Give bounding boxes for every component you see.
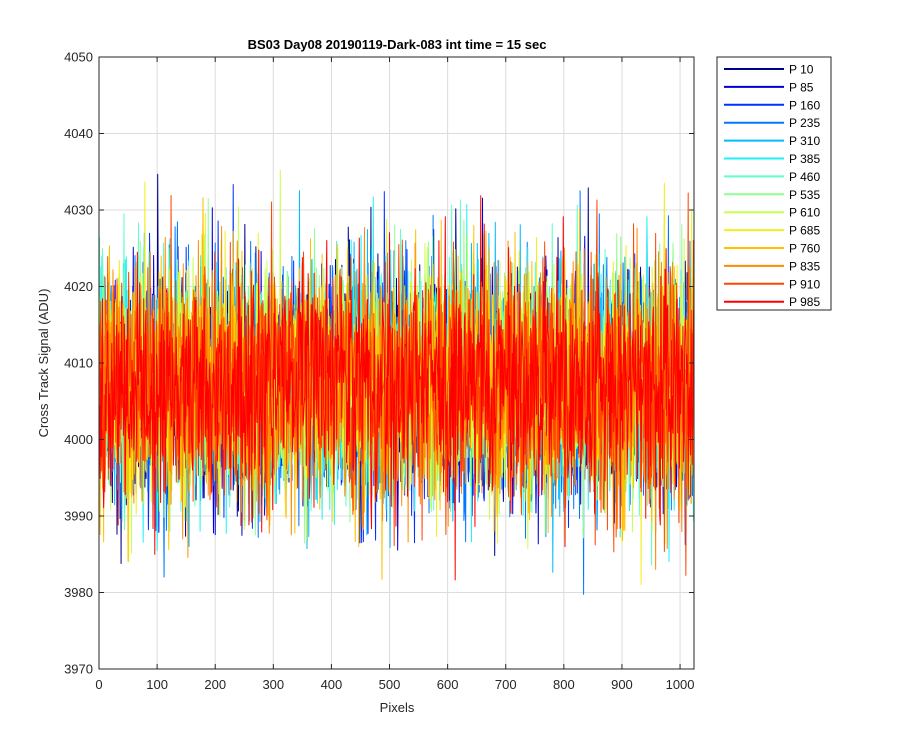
legend-entry-p-835: P 835 [724,259,820,273]
legend-entry-p-85: P 85 [724,80,814,94]
legend-entry-p-310: P 310 [724,134,820,148]
legend-label: P 535 [789,188,820,202]
legend-label: P 235 [789,116,820,130]
x-tick-label: 800 [553,677,575,692]
y-tick-label: 3990 [64,509,93,524]
x-tick-label: 300 [262,677,284,692]
legend-label: P 10 [789,63,814,77]
legend-entry-p-910: P 910 [724,277,820,291]
x-tick-label: 200 [204,677,226,692]
y-tick-label: 3980 [64,585,93,600]
x-tick-label: 500 [379,677,401,692]
y-tick-label: 4040 [64,126,93,141]
x-tick-label: 700 [495,677,517,692]
x-tick-label: 600 [437,677,459,692]
legend-entry-p-760: P 760 [724,242,820,256]
y-tick-label: 4000 [64,432,93,447]
x-tick-label: 400 [321,677,343,692]
legend-label: P 310 [789,134,820,148]
legend-label: P 460 [789,170,820,184]
series-line-p-985 [99,195,694,581]
x-tick-label: 0 [95,677,102,692]
y-tick-label: 4010 [64,356,93,371]
legend-entry-p-460: P 460 [724,170,820,184]
legend-label: P 985 [789,295,820,309]
y-axis-label: Cross Track Signal (ADU) [36,289,51,438]
legend-label: P 85 [789,80,814,94]
legend-entry-p-10: P 10 [724,63,814,77]
y-tick-label: 4020 [64,279,93,294]
legend-entry-p-235: P 235 [724,116,820,130]
legend: P 10 P 85 P 160 P 235 P 310 P 385 P 460 P 535 P … [716,56,832,311]
chart-title: BS03 Day08 20190119-Dark-083 int time = … [248,37,547,52]
legend-label: P 685 [789,224,820,238]
x-axis-label: Pixels [380,700,415,715]
legend-entry-p-685: P 685 [724,224,820,238]
legend-entry-p-535: P 535 [724,188,820,202]
legend-entry-p-985: P 985 [724,295,820,309]
y-tick-label: 3970 [64,662,93,677]
y-tick-label: 4050 [64,50,93,65]
legend-label: P 760 [789,242,820,256]
legend-entry-p-385: P 385 [724,152,820,166]
legend-entry-p-160: P 160 [724,98,820,112]
legend-label: P 610 [789,206,820,220]
series-layer [99,169,694,595]
legend-label: P 835 [789,259,820,273]
plot-area: 0 100 200 300 400 500 600 700 800 900 1000 3970 3980… [64,50,694,693]
x-tick-label: 100 [146,677,168,692]
ticks: 0 100 200 300 400 500 600 700 800 900 1000 3970 3980… [64,50,694,693]
legend-entry-p-610: P 610 [724,206,820,220]
legend-label: P 385 [789,152,820,166]
x-tick-label: 900 [611,677,633,692]
legend-label: P 910 [789,277,820,291]
x-tick-label: 1000 [666,677,695,692]
legend-label: P 160 [789,98,820,112]
legend-box [716,56,832,311]
y-tick-label: 4030 [64,203,93,218]
